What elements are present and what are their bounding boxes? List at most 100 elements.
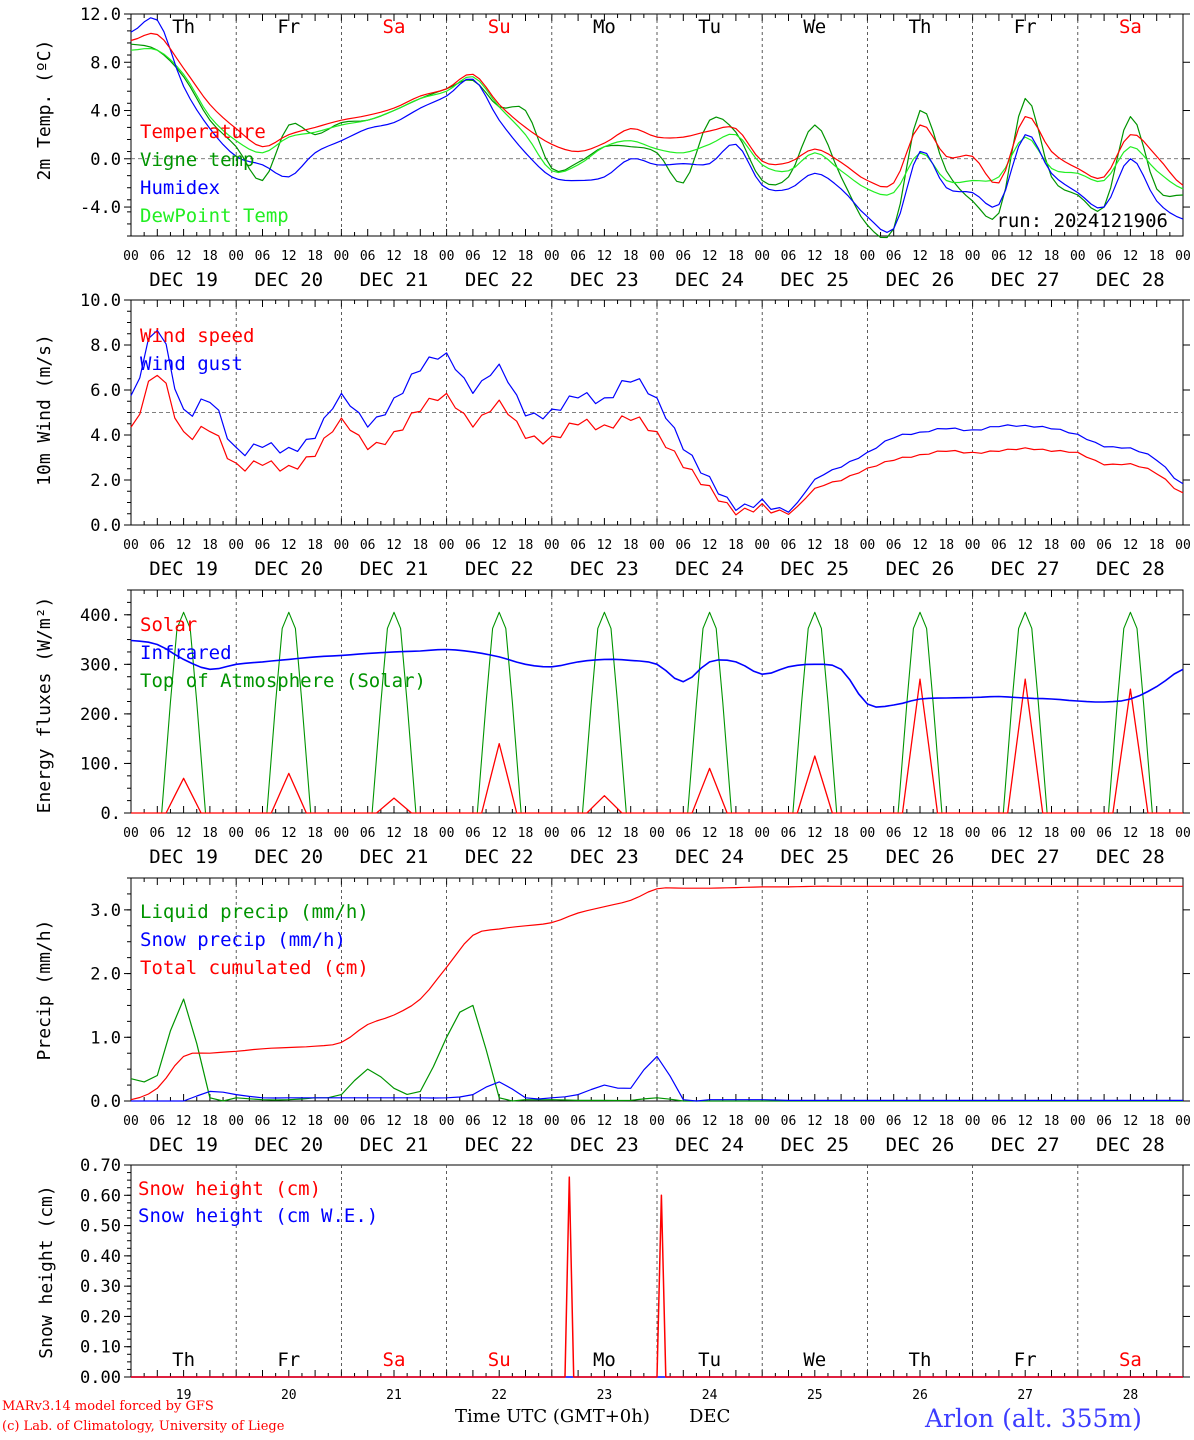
x-hour-label: 18	[202, 1114, 218, 1129]
weekday-label: Fr	[277, 16, 300, 38]
x-hour-label: 12	[807, 1114, 823, 1129]
x-hour-label: 06	[886, 538, 902, 553]
x-hour-label: 00	[649, 249, 665, 264]
x-hour-label: 06	[149, 538, 165, 553]
x-hour-label: 00	[334, 826, 350, 841]
x-hour-label: 00	[1175, 1114, 1191, 1129]
x-hour-label: 00	[123, 826, 139, 841]
x-hour-label: 00	[544, 1114, 560, 1129]
x-hour-label: 06	[675, 538, 691, 553]
x-hour-label: 06	[465, 538, 481, 553]
x-hour-label: 12	[281, 826, 297, 841]
x-hour-label: 12	[597, 538, 613, 553]
x-hour-label: 12	[597, 826, 613, 841]
x-hour-label: 18	[307, 826, 323, 841]
x-hour-label: 12	[912, 1114, 928, 1129]
x-date-label: DEC 24	[675, 558, 744, 580]
x-hour-label: 18	[623, 826, 639, 841]
legend-entry: Liquid precip (mm/h)	[140, 901, 369, 923]
x-date-label: DEC 22	[465, 1134, 534, 1156]
x-hour-label: 00	[965, 249, 981, 264]
day-number-label: 19	[176, 1388, 192, 1403]
x-hour-label: 12	[1017, 1114, 1033, 1129]
legend-entry: Humidex	[140, 177, 220, 199]
x-hour-label: 18	[307, 1114, 323, 1129]
x-hour-label: 18	[518, 826, 534, 841]
x-hour-label: 06	[570, 826, 586, 841]
x-hour-label: 00	[1175, 826, 1191, 841]
y-tick-label: 0.20	[80, 1307, 121, 1327]
x-date-label: DEC 19	[149, 1134, 218, 1156]
legend-entry: Wind speed	[140, 325, 254, 347]
y-tick-label: 2.0	[90, 471, 121, 491]
x-hour-label: 06	[255, 826, 271, 841]
weekday-label: Fr	[277, 1349, 300, 1371]
day-number-label: 27	[1017, 1388, 1033, 1403]
weekday-label: Sa	[383, 16, 406, 38]
y-tick-label: 0.0	[90, 1092, 121, 1112]
y-tick-label: 0.60	[80, 1186, 121, 1206]
weekday-label: Fr	[1014, 16, 1037, 38]
day-number-label: 23	[597, 1388, 613, 1403]
x-hour-label: 06	[675, 1114, 691, 1129]
x-hour-label: 06	[360, 538, 376, 553]
legend-entry: Top of Atmosphere (Solar)	[140, 670, 426, 692]
x-hour-label: 00	[123, 1114, 139, 1129]
x-hour-label: 06	[255, 249, 271, 264]
x-hour-label: 12	[1123, 538, 1139, 553]
x-date-label: DEC 20	[254, 1134, 323, 1156]
x-hour-label: 06	[886, 1114, 902, 1129]
x-date-label: DEC 19	[149, 846, 218, 868]
x-hour-label: 12	[176, 1114, 192, 1129]
x-hour-label: 18	[623, 249, 639, 264]
x-hour-label: 06	[991, 1114, 1007, 1129]
x-date-label: DEC 24	[675, 1134, 744, 1156]
x-hour-label: 18	[518, 1114, 534, 1129]
x-hour-label: 00	[860, 826, 876, 841]
x-hour-label: 12	[807, 826, 823, 841]
x-hour-label: 18	[412, 249, 428, 264]
x-date-label: DEC 20	[254, 558, 323, 580]
x-hour-label: 00	[754, 538, 770, 553]
x-date-label: DEC 28	[1096, 269, 1165, 291]
y-tick-label: 0.	[101, 804, 121, 824]
x-hour-label: 00	[965, 1114, 981, 1129]
x-date-label: DEC 20	[254, 846, 323, 868]
x-date-label: DEC 27	[991, 846, 1060, 868]
y-tick-label: 0.40	[80, 1247, 121, 1267]
weekday-label: Th	[909, 16, 932, 38]
x-hour-label: 06	[1096, 1114, 1112, 1129]
legend-entry: Wind gust	[140, 353, 243, 375]
x-hour-label: 00	[860, 1114, 876, 1129]
x-hour-label: 12	[807, 538, 823, 553]
y-tick-label: 0.50	[80, 1217, 121, 1237]
x-hour-label: 00	[439, 826, 455, 841]
x-hour-label: 00	[334, 538, 350, 553]
x-date-label: DEC 25	[780, 558, 849, 580]
x-hour-label: 06	[1096, 249, 1112, 264]
x-axis-month: DEC	[689, 1406, 731, 1427]
weekday-label: Tu	[698, 16, 721, 38]
x-date-label: DEC 23	[570, 269, 639, 291]
x-hour-label: 12	[386, 538, 402, 553]
series-line-temperature	[130, 32, 1184, 188]
x-hour-label: 00	[334, 249, 350, 264]
x-hour-label: 00	[649, 1114, 665, 1129]
x-hour-label: 06	[1096, 826, 1112, 841]
x-date-label: DEC 24	[675, 846, 744, 868]
x-hour-label: 18	[412, 826, 428, 841]
y-tick-label: 1.0	[90, 1028, 121, 1048]
x-hour-label: 18	[938, 826, 954, 841]
x-hour-label: 12	[912, 826, 928, 841]
x-hour-label: 06	[465, 249, 481, 264]
x-hour-label: 00	[1070, 826, 1086, 841]
day-number-label: 22	[491, 1388, 507, 1403]
x-hour-label: 12	[702, 249, 718, 264]
x-hour-label: 06	[886, 826, 902, 841]
x-hour-label: 00	[1070, 249, 1086, 264]
x-date-label: DEC 26	[886, 558, 955, 580]
y-tick-label: 4.0	[90, 426, 121, 446]
y-tick-label: 0.0	[90, 150, 121, 170]
x-hour-label: 18	[833, 826, 849, 841]
x-hour-label: 12	[386, 826, 402, 841]
